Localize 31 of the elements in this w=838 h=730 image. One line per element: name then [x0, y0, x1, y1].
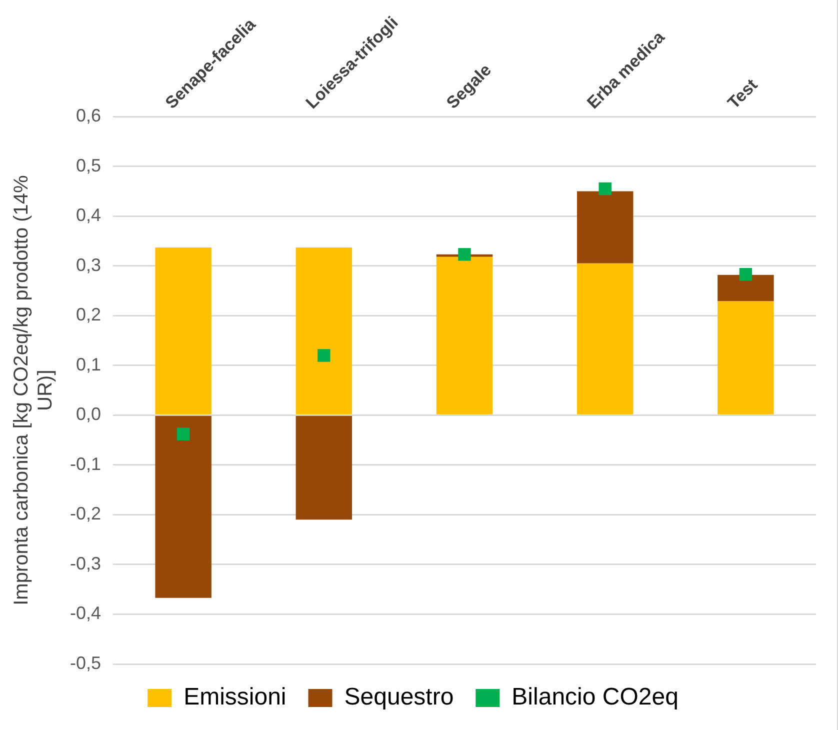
bar: [576, 191, 634, 264]
y-tick-label: -0,2: [70, 504, 102, 524]
point: [458, 248, 471, 261]
y-tick-label: 0,5: [76, 155, 102, 176]
y-tick-label: 0,0: [76, 404, 102, 424]
point: [318, 349, 330, 362]
y-tick-label: 0,1: [76, 354, 102, 374]
y-tick-label: 0,6: [76, 106, 102, 126]
bar: [155, 416, 212, 598]
y-tick-label: -0,1: [70, 454, 102, 474]
y-axis-title: Impronta carbonica [kg CO2eq/kg prodotto (14% UR)]: [10, 174, 57, 606]
x-tick-label: Test: [724, 75, 762, 113]
legend-label: Emissioni: [184, 684, 286, 711]
point: [598, 182, 612, 196]
y-tick-label: 0,2: [76, 304, 102, 325]
y-tick-label: -0,3: [70, 553, 102, 574]
point: [739, 268, 752, 281]
bar: [576, 263, 634, 414]
y-tick-label: 0,4: [76, 205, 102, 226]
y-tick-label: -0,4: [70, 603, 102, 624]
bar: [436, 256, 493, 414]
bar: [718, 274, 774, 302]
y-tick-label: -0,5: [70, 652, 102, 673]
point: [176, 428, 190, 440]
bar: [155, 247, 212, 414]
legend-label: Bilancio CO2eq: [512, 684, 678, 711]
bar: [296, 247, 352, 414]
y-tick-label: 0,3: [76, 254, 102, 275]
bar: [718, 301, 774, 414]
legend-label: Sequestro: [344, 684, 454, 711]
bar: [296, 416, 352, 520]
